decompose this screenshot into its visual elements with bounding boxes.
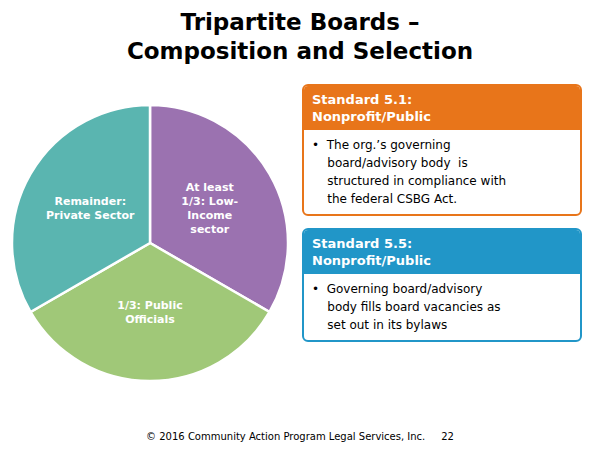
- svg-text:Remainder:Private Sector: Remainder:Private Sector: [46, 195, 135, 222]
- html-text:• Governing board/advisory bod: • Governing board/advisory body fills bo…: [312, 282, 501, 332]
- html-text:© 2016 Community Action Progra: © 2016 Community Action Program Legal Se…: [146, 431, 454, 442]
- svg-text:At least1/3: Low-Incomesector: At least1/3: Low-Incomesector: [181, 181, 238, 236]
- svg-text:1/3: PublicOfficials: 1/3: PublicOfficials: [117, 299, 182, 326]
- html-text:Standard 5.5: Nonprofit/Public: Standard 5.5: Nonprofit/Public: [312, 236, 431, 268]
- html-text:• The org.’s governing board/a: • The org.’s governing board/advisory bo…: [312, 138, 506, 206]
- html-text:Tripartite Boards – Compositio: Tripartite Boards – Composition and Sele…: [126, 9, 474, 64]
- html-text:Standard 5.1: Nonprofit/Public: Standard 5.1: Nonprofit/Public: [312, 92, 431, 124]
